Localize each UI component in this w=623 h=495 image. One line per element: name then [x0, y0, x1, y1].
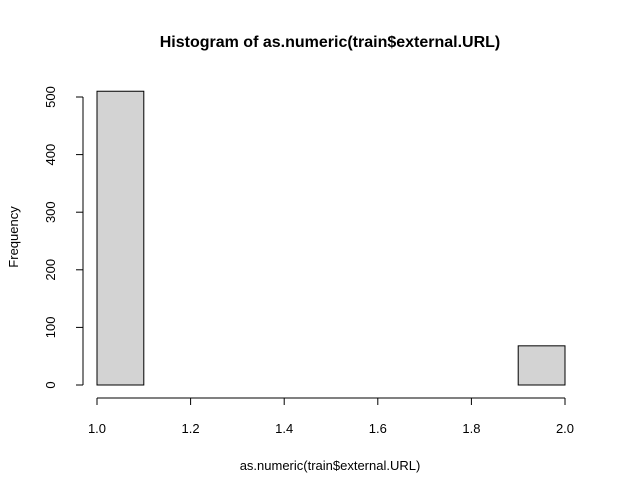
- x-tick-label: 1.8: [462, 421, 480, 436]
- y-tick-label: 200: [43, 259, 58, 281]
- chart-title: Histogram of as.numeric(train$external.U…: [160, 34, 501, 51]
- x-tick-label: 1.6: [369, 421, 387, 436]
- x-tick-label: 2.0: [556, 421, 574, 436]
- y-tick-label: 500: [43, 86, 58, 108]
- bars-group: [96, 90, 566, 386]
- x-axis-label: as.numeric(train$external.URL): [240, 458, 421, 473]
- histogram-bar: [96, 90, 145, 386]
- y-axis-label: Frequency: [6, 206, 21, 268]
- x-tick-label: 1.2: [182, 421, 200, 436]
- x-tick-label: 1.4: [275, 421, 293, 436]
- x-axis: 1.0 1.2 1.4 1.6 1.8 2.0: [88, 397, 574, 436]
- y-tick-label: 300: [43, 201, 58, 223]
- x-tick-label: 1.0: [88, 421, 106, 436]
- y-tick-label: 400: [43, 144, 58, 166]
- y-axis: 0 100 200 300 400 500: [43, 86, 84, 389]
- histogram-bar: [517, 345, 566, 386]
- y-tick-label: 0: [43, 381, 58, 388]
- y-tick-label: 100: [43, 317, 58, 339]
